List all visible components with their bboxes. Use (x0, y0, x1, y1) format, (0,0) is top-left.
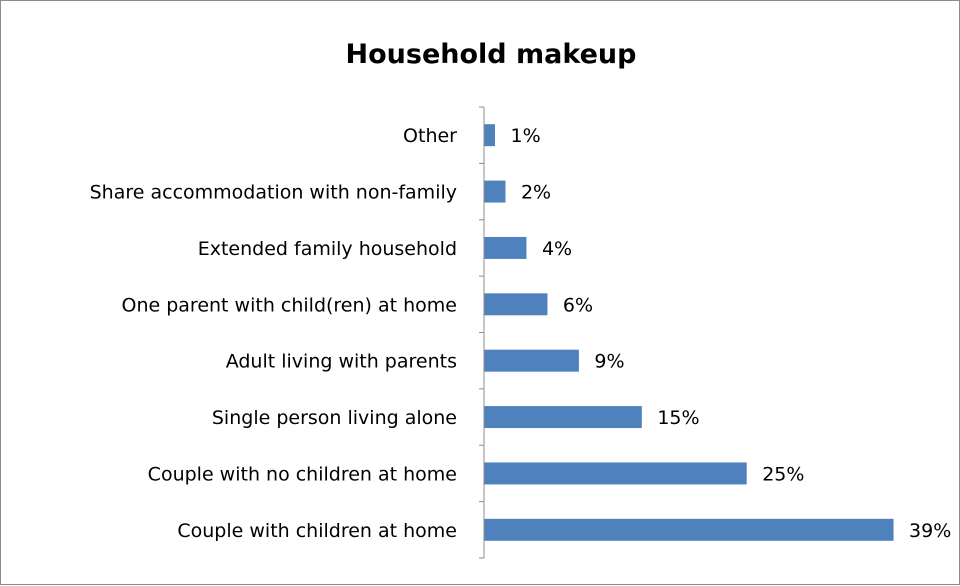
chart-title: Household makeup (346, 39, 637, 70)
bar (484, 180, 506, 203)
data-label: 2% (521, 182, 551, 204)
data-label: 6% (563, 294, 593, 316)
bar (484, 349, 579, 372)
category-label: One parent with child(ren) at home (122, 294, 458, 316)
category-label: Share accommodation with non-family (90, 182, 457, 204)
category-label: Other (403, 125, 457, 147)
category-label: Single person living alone (212, 407, 457, 429)
category-label: Couple with children at home (177, 520, 457, 542)
category-axis (479, 106, 485, 559)
bar (484, 462, 747, 485)
data-label: 1% (510, 125, 540, 147)
data-label: 15% (657, 407, 699, 429)
bar (484, 236, 527, 259)
bar (484, 293, 548, 316)
category-label: Extended family household (198, 238, 457, 260)
data-label: 4% (542, 238, 572, 260)
bar (484, 124, 495, 147)
data-label: 25% (762, 463, 804, 485)
value-labels: 1% 2% 4% 6% 9% 15% 25% 39% (510, 125, 951, 542)
category-labels: Other Share accommodation with non-family… (90, 125, 458, 542)
bar (484, 406, 642, 429)
bars (484, 124, 894, 541)
category-label: Couple with no children at home (148, 463, 457, 485)
category-label: Adult living with parents (226, 351, 457, 373)
bar (484, 518, 894, 541)
data-label: 9% (594, 351, 624, 373)
data-label: 39% (909, 520, 951, 542)
